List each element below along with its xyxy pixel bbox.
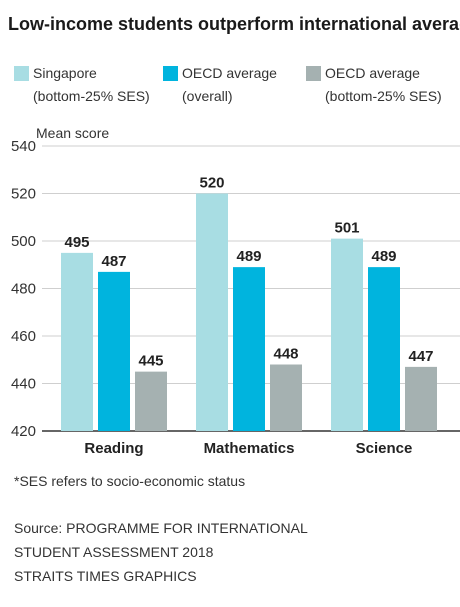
y-axis-title: Mean score [36, 125, 109, 141]
x-tick-label: Science [356, 440, 413, 457]
bar [196, 193, 228, 431]
x-tick-label: Reading [84, 440, 143, 457]
source-line-1: Source: PROGRAMME FOR INTERNATIONAL [14, 520, 308, 536]
bar [331, 238, 363, 431]
y-tick-label: 480 [11, 281, 36, 298]
source-line-2: STUDENT ASSESSMENT 2018 [14, 544, 214, 560]
bar [368, 267, 400, 431]
bar [61, 252, 93, 431]
y-tick-label: 440 [11, 376, 36, 393]
legend-sublabel-oecd-bottom: (bottom-25% SES) [325, 88, 442, 104]
bar [135, 371, 167, 431]
y-tick-label: 540 [11, 138, 36, 155]
legend-swatch-oecd-overall [163, 66, 178, 81]
source-line-3: STRAITS TIMES GRAPHICS [14, 568, 197, 584]
data-label: 445 [138, 353, 163, 370]
chart-title: Low-income students outperform internati… [8, 14, 460, 34]
legend-swatch-singapore [14, 66, 29, 81]
data-label: 489 [371, 248, 396, 265]
legend-label-oecd-overall: OECD average [182, 65, 277, 81]
bar [233, 267, 265, 431]
legend-label-oecd-bottom: OECD average [325, 65, 420, 81]
data-label: 501 [334, 220, 359, 237]
source-credit: Source: PROGRAMME FOR INTERNATIONAL STUD… [14, 516, 308, 588]
y-tick-label: 420 [11, 423, 36, 440]
legend-label-singapore: Singapore [33, 65, 97, 81]
y-tick-label: 520 [11, 186, 36, 203]
data-label: 487 [101, 253, 126, 270]
bar [405, 366, 437, 431]
legend-swatch-oecd-bottom [306, 66, 321, 81]
data-label: 489 [236, 248, 261, 265]
legend-sublabel-singapore: (bottom-25% SES) [33, 88, 150, 104]
labels: Mean score 420 440 460 480 500 520 540 495 487 445… [11, 125, 434, 457]
y-tick-label: 500 [11, 233, 36, 250]
data-label: 448 [273, 346, 298, 363]
bar [270, 364, 302, 431]
data-label: 495 [64, 234, 89, 251]
legend-sublabel-oecd-overall: (overall) [182, 88, 233, 104]
bar [98, 271, 130, 431]
x-tick-label: Mathematics [204, 440, 295, 457]
data-label: 447 [408, 348, 433, 365]
footnote: *SES refers to socio-economic status [14, 473, 246, 489]
bar-chart: Mean score 420 440 460 480 500 520 540 495 487 445… [11, 125, 460, 457]
bars [61, 193, 437, 431]
y-tick-label: 460 [11, 328, 36, 345]
data-label: 520 [199, 175, 224, 192]
